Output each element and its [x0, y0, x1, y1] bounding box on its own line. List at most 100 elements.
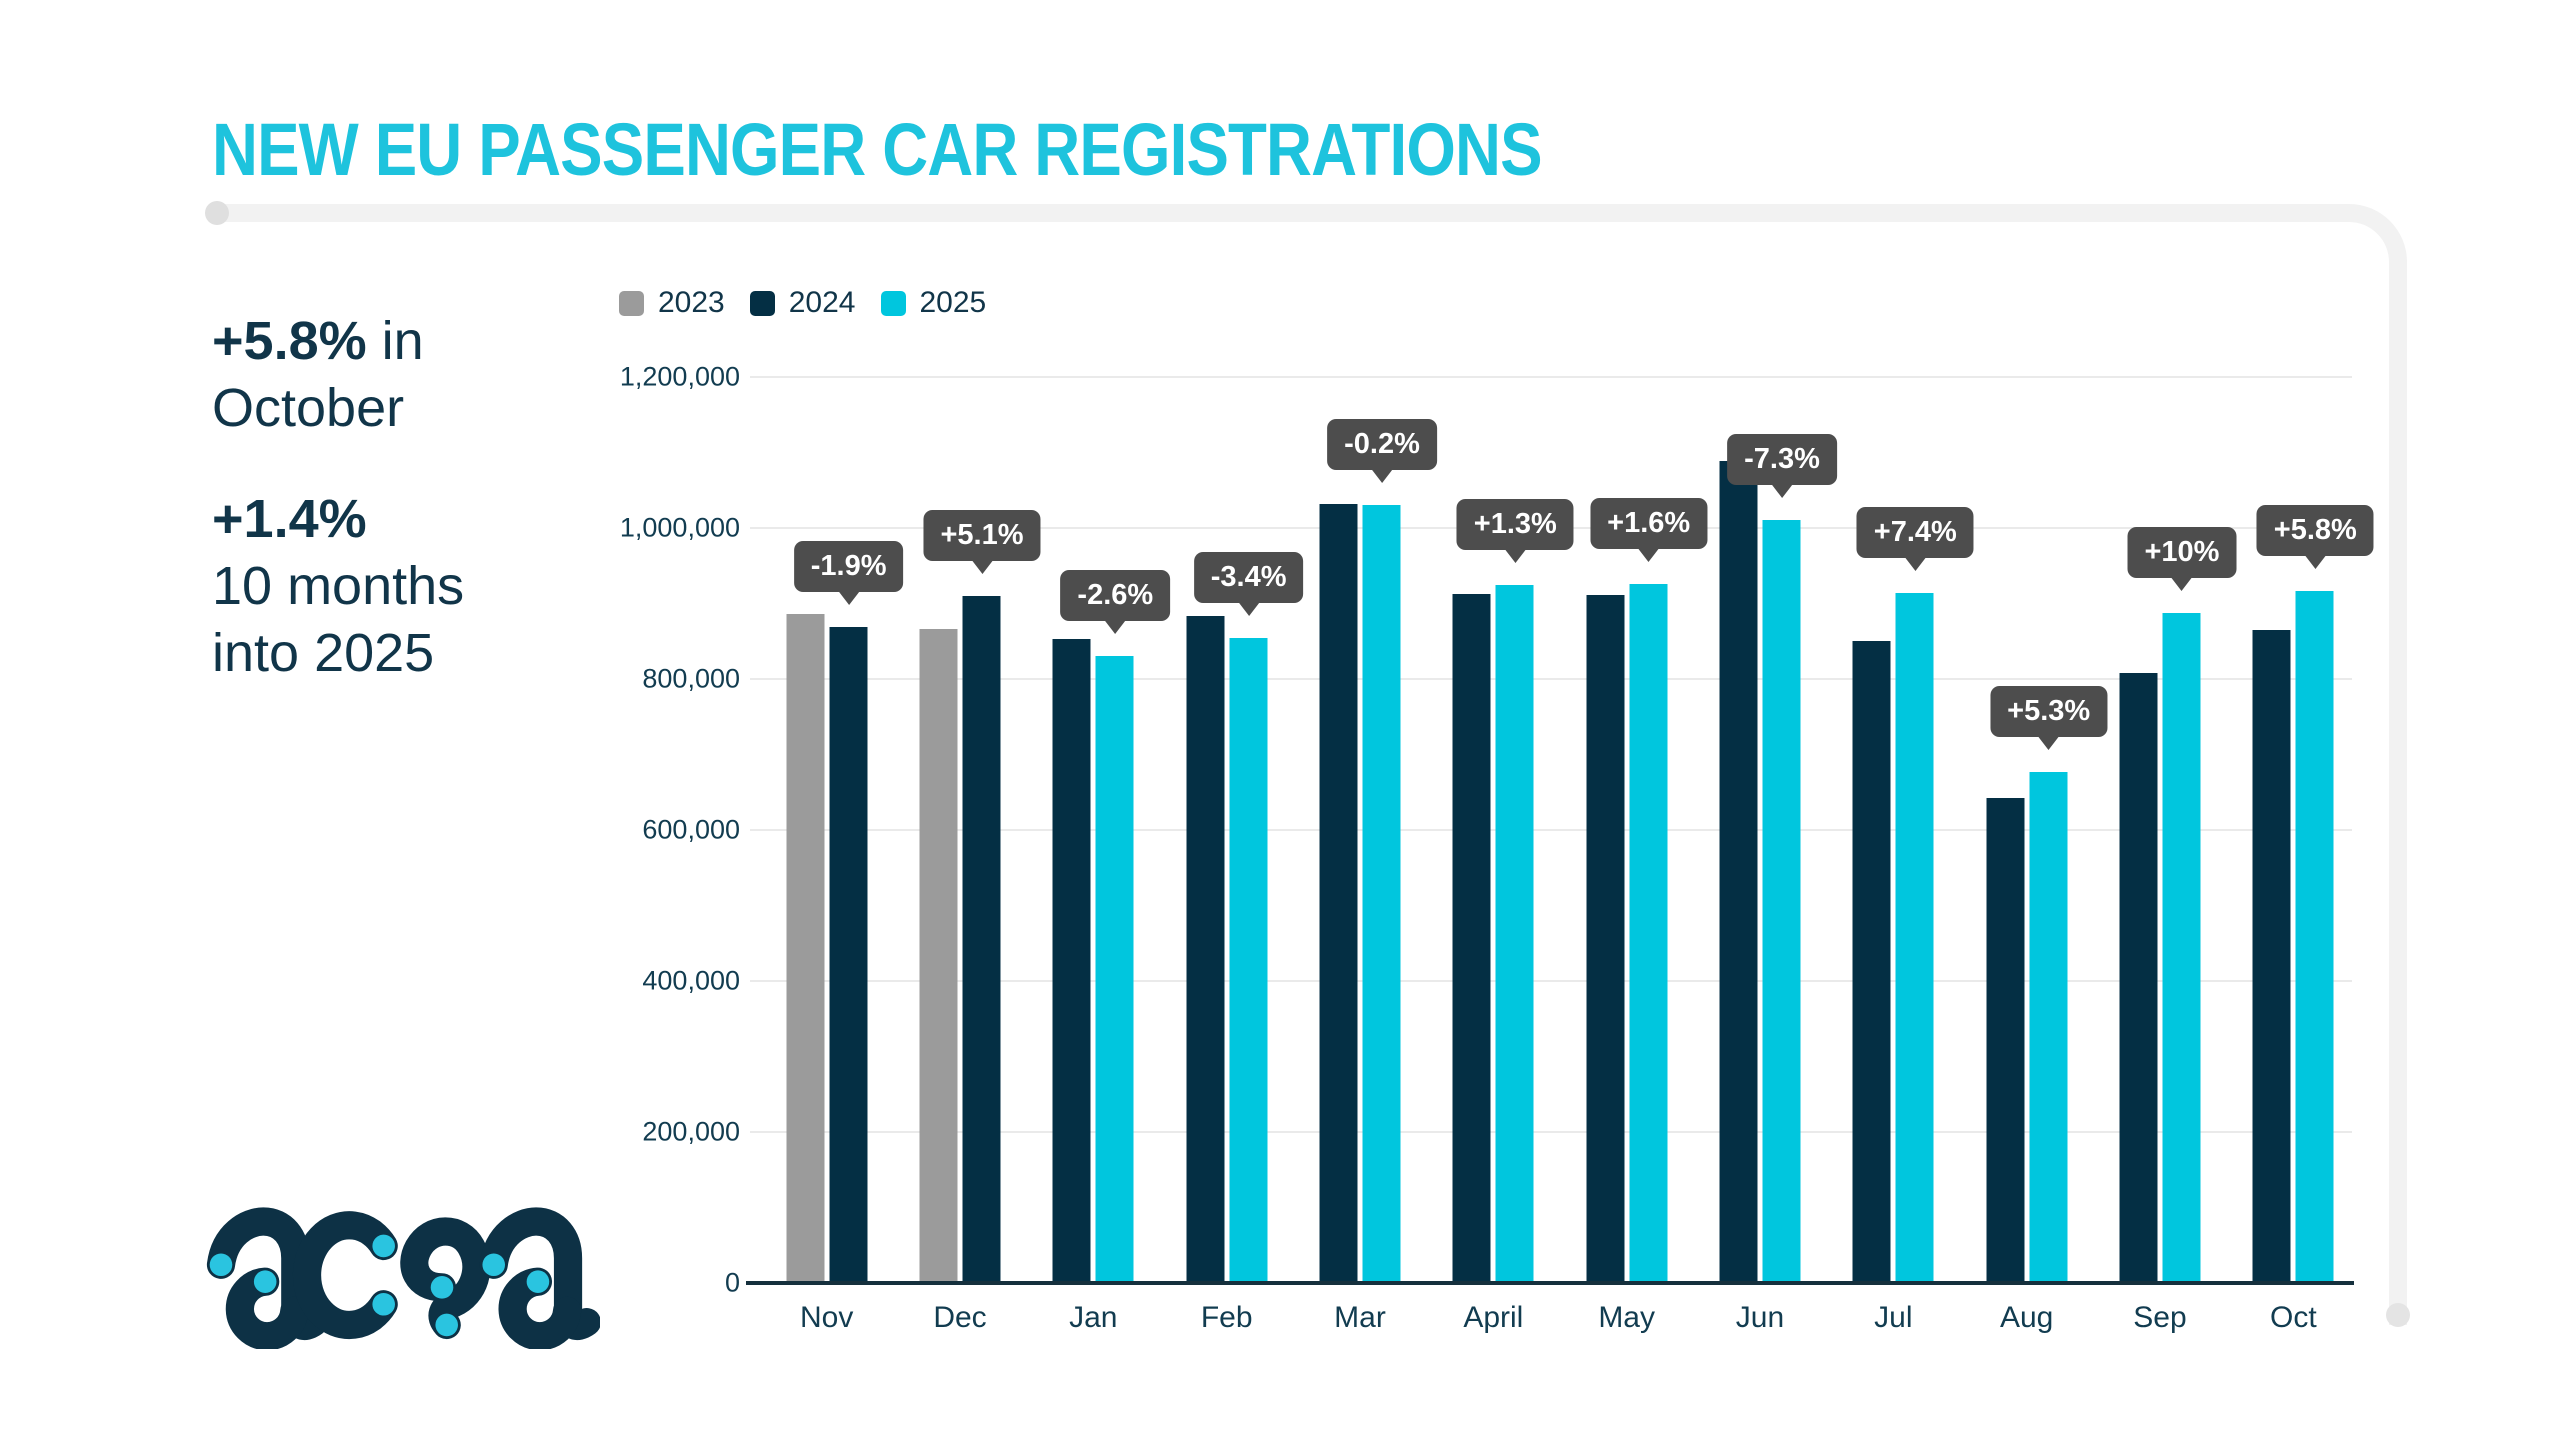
callout-tail [1505, 549, 1526, 563]
callout-tail [2171, 577, 2192, 591]
change-callout-value: +5.1% [923, 509, 1041, 561]
page-title: NEW EU PASSENGER CAR REGISTRATIONS [212, 108, 1543, 191]
bar-Nov-2024 [829, 626, 868, 1283]
highlight-ytd-period-line1: 10 months [212, 556, 465, 616]
callout-tail [1638, 548, 1659, 562]
month-slot-Feb: -3.4% Feb [1160, 377, 1304, 1334]
bar-Jan-2025 [1095, 655, 1134, 1283]
callout-tail [2038, 736, 2059, 750]
callout-tail [1371, 470, 1392, 484]
bar-pair [786, 614, 868, 1283]
logo-letter-c [293, 1211, 398, 1340]
callout-tail [1105, 620, 1126, 634]
change-callout-Feb: -3.4% [1193, 552, 1304, 617]
legend-swatch-2025 [880, 290, 906, 316]
frame-cap-end [2386, 1303, 2410, 1327]
bar-Jul-2025 [1895, 592, 1934, 1283]
bar-Dec-2023 [919, 629, 958, 1283]
highlight-october-period: October [212, 378, 405, 438]
bar-pair [1319, 503, 1401, 1283]
callout-tail [1771, 485, 1792, 499]
bar-pair [1452, 584, 1534, 1283]
logo-dot [209, 1253, 233, 1277]
bar-Jan-2024 [1052, 639, 1091, 1283]
bar-Aug-2024 [1986, 797, 2025, 1283]
y-tick-label: 200,000 [642, 1116, 740, 1147]
bar-Sep-2025 [2162, 612, 2201, 1283]
logo-dot [253, 1270, 277, 1293]
logo-dot [430, 1276, 454, 1299]
legend-label: 2023 [658, 286, 725, 319]
bar-pair [2252, 591, 2334, 1283]
highlight-october-value: +5.8% [212, 311, 367, 371]
plot-area: -1.9% Nov +5.1% Dec -2.6% Jan -3.4% Feb -0.2% Mar… [746, 376, 2374, 1334]
legend-swatch-2023 [619, 290, 644, 316]
logo-letter-a2-bowl [498, 1267, 582, 1349]
y-axis-labels: 1,200,000 1,000,000 800,000 600,000 400,000 2… [540, 362, 740, 1298]
bar-May-2024 [1586, 595, 1625, 1283]
bar-pair [1719, 460, 1801, 1283]
callout-tail [1238, 603, 1259, 617]
change-callout-Nov: -1.9% [793, 540, 904, 605]
change-callout-Oct: +5.8% [2256, 505, 2374, 570]
change-callout-value: +1.6% [1590, 497, 1708, 549]
panel-frame [217, 204, 2407, 1325]
logo-letter-a1-bowl [225, 1267, 309, 1349]
month-slot-May: +1.6% May [1560, 377, 1708, 1334]
change-callout-value: +5.3% [1990, 685, 2108, 737]
acea-logo [206, 1207, 600, 1349]
chart-legend: 2023 2024 2025 [619, 286, 986, 320]
bar-Sep-2024 [2119, 672, 2158, 1283]
x-tick-label-April: April [1463, 1301, 1524, 1334]
x-tick-label-Jul: Jul [1874, 1301, 1913, 1334]
change-callout-value: -2.6% [1060, 569, 1171, 621]
logo-dot [526, 1270, 550, 1293]
bar-pair [1986, 771, 2068, 1283]
legend-swatch-2024 [749, 290, 775, 316]
month-slot-Jun: -7.3% Jun [1693, 377, 1837, 1334]
logo-letter-e [400, 1217, 491, 1340]
bar-Mar-2025 [1362, 505, 1401, 1283]
gridline [750, 1131, 2352, 1133]
logo-dot [482, 1253, 506, 1277]
callout-tail [838, 591, 859, 605]
callout-tail [1905, 557, 1926, 571]
x-tick-label-Jan: Jan [1069, 1301, 1118, 1334]
bar-Feb-2025 [1229, 638, 1268, 1283]
month-slot-April: +1.3% April [1427, 377, 1574, 1334]
bar-April-2025 [1495, 584, 1534, 1283]
change-callout-Aug: +5.3% [1990, 685, 2108, 750]
gridline [750, 678, 2352, 680]
logo-dot [372, 1292, 395, 1316]
month-slot-Dec: +5.1% Dec [893, 377, 1041, 1334]
x-tick-label-Aug: Aug [1999, 1301, 2054, 1334]
bar-Jun-2024 [1719, 460, 1758, 1283]
highlight-october-suffix: in [366, 311, 424, 371]
legend-item-2025: 2025 [880, 286, 987, 320]
change-callout-value: +5.8% [2256, 505, 2374, 557]
month-slot-Sep: +10% Sep [2093, 377, 2237, 1334]
change-callout-value: +7.4% [1856, 506, 1974, 558]
change-callout-Jan: -2.6% [1060, 569, 1171, 634]
x-tick-label-Oct: Oct [2269, 1301, 2317, 1334]
bar-pair [919, 595, 1001, 1283]
bar-Jun-2025 [1762, 520, 1801, 1283]
change-callout-May: +1.6% [1590, 497, 1708, 562]
y-tick-label: 1,200,000 [619, 361, 740, 392]
legend-label: 2025 [919, 286, 987, 319]
change-callout-Sep: +10% [2127, 526, 2237, 591]
change-callout-value: -0.2% [1327, 419, 1437, 471]
legend-label: 2024 [788, 286, 856, 319]
bar-Mar-2024 [1319, 503, 1358, 1283]
bar-pair [1852, 592, 1934, 1283]
x-tick-label-Feb: Feb [1200, 1301, 1253, 1334]
x-tick-label-May: May [1598, 1301, 1655, 1334]
bar-Jul-2024 [1852, 640, 1891, 1283]
month-slot-Jan: -2.6% Jan [1027, 377, 1171, 1334]
logo-dot [435, 1313, 458, 1337]
x-tick-label-Dec: Dec [933, 1301, 987, 1334]
change-callout-Dec: +5.1% [923, 509, 1041, 574]
logo-dot [372, 1234, 395, 1258]
bar-Nov-2023 [786, 614, 825, 1283]
